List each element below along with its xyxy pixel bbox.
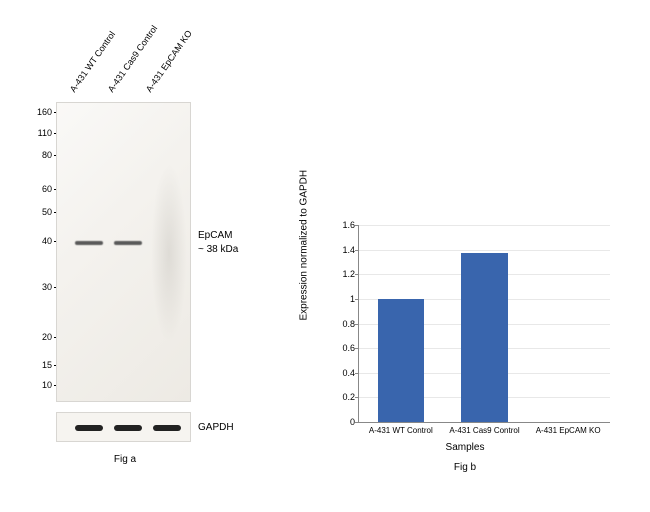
y-tick-label: 1.2 — [331, 269, 355, 279]
x-tick-label: A-431 WT Control — [359, 422, 443, 435]
western-blot-loading — [56, 412, 191, 442]
mw-marker-label: 50 — [26, 207, 52, 217]
figure-b: Expression normalized to GAPDH 00.20.40.… — [310, 215, 620, 465]
x-tick-label: A-431 Cas9 Control — [443, 422, 527, 435]
target-label: EpCAM — [198, 230, 232, 241]
y-tick-label: 0.2 — [331, 392, 355, 402]
epcam-band — [114, 241, 142, 245]
figure-a-caption: Fig a — [90, 454, 160, 465]
gapdh-band — [75, 425, 103, 431]
mw-marker-label: 160 — [26, 107, 52, 117]
y-tick-label: 1.4 — [331, 245, 355, 255]
figure-a: A-431 WT Control A-431 Cas9 Control A-43… — [20, 20, 280, 480]
epcam-band — [75, 241, 103, 245]
mw-marker-label: 110 — [26, 128, 52, 138]
mw-marker-label: 30 — [26, 282, 52, 292]
x-axis-label: Samples — [446, 442, 485, 453]
y-tick-label: 0.6 — [331, 343, 355, 353]
bar — [378, 299, 424, 422]
gapdh-band — [114, 425, 142, 431]
mw-marker-label: 40 — [26, 236, 52, 246]
y-tick-label: 1 — [331, 294, 355, 304]
y-tick-label: 0.4 — [331, 368, 355, 378]
target-mw-label: ~ 38 kDa — [198, 244, 238, 255]
mw-marker-label: 15 — [26, 360, 52, 370]
bar — [461, 253, 507, 422]
mw-marker-label: 20 — [26, 332, 52, 342]
y-tick-label: 0.8 — [331, 319, 355, 329]
y-axis-label: Expression normalized to GAPDH — [299, 170, 310, 321]
western-blot-main — [56, 102, 191, 402]
mw-marker-label: 80 — [26, 150, 52, 160]
x-tick-label: A-431 EpCAM KO — [526, 422, 610, 435]
loading-label: GAPDH — [198, 422, 234, 433]
bar-chart: Expression normalized to GAPDH 00.20.40.… — [310, 215, 620, 465]
lane3-smear — [151, 163, 187, 343]
y-tick-label: 1.6 — [331, 220, 355, 230]
y-tick-label: 0 — [331, 417, 355, 427]
mw-marker-label: 10 — [26, 380, 52, 390]
mw-marker-label: 60 — [26, 184, 52, 194]
plot-area: 00.20.40.60.811.21.41.6A-431 WT ControlA… — [358, 225, 610, 423]
figure-b-caption: Fig b — [454, 462, 476, 473]
gapdh-band — [153, 425, 181, 431]
